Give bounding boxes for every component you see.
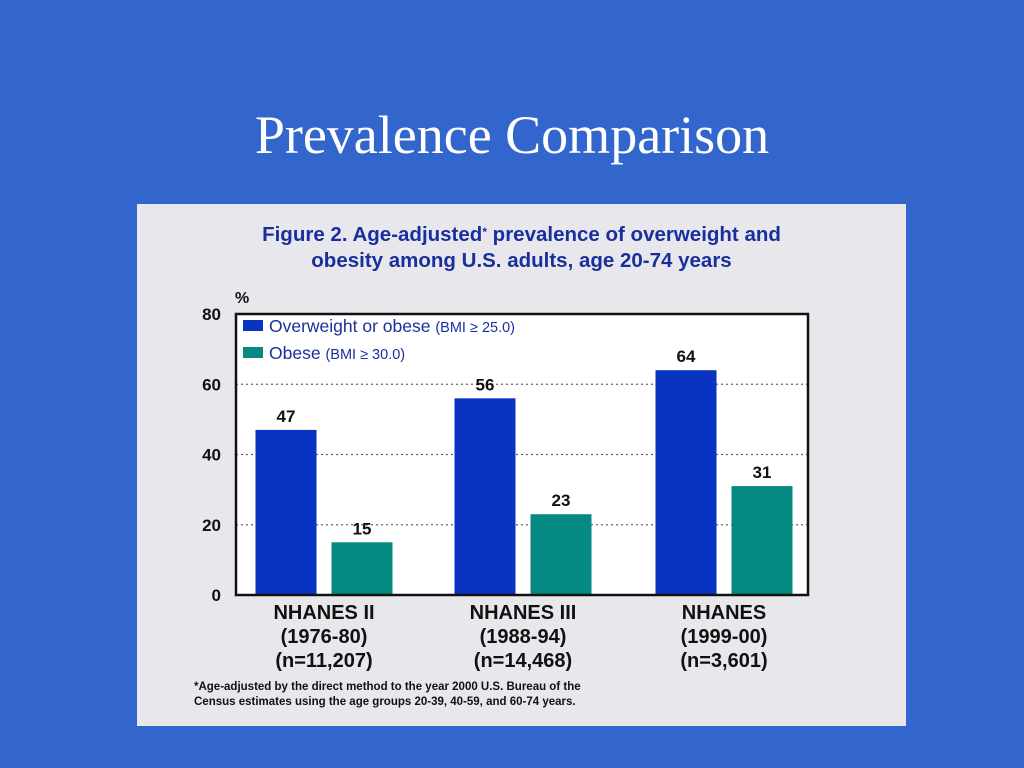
legend-entry: Obese (BMI ≥ 30.0) <box>269 343 405 363</box>
bar-overweight <box>655 370 717 595</box>
legend-entry: Overweight or obese (BMI ≥ 25.0) <box>269 316 515 336</box>
bar-overweight <box>255 429 317 595</box>
footnote: *Age-adjusted by the direct method to th… <box>194 680 894 710</box>
figure-panel: Figure 2. Age-adjusted* prevalence of ov… <box>137 204 906 726</box>
y-tick-label: 0 <box>212 586 221 605</box>
legend-series-qualifier: (BMI ≥ 30.0) <box>325 347 405 363</box>
x-category-label: NHANES III <box>470 602 577 624</box>
bar-chart: 0 20 40 60 80% 47 56 64 15 23 31 Overweight or obes… <box>202 290 810 672</box>
data-label: 31 <box>753 463 772 482</box>
legend-series-name: Obese <box>269 343 325 363</box>
y-tick-label: 40 <box>202 446 221 465</box>
figure-title: Figure 2. Age-adjusted* prevalence of ov… <box>137 222 906 274</box>
footnote-line2: Census estimates using the age groups 20… <box>194 696 576 708</box>
x-category-label: (n=14,468) <box>474 650 572 672</box>
plot-frame <box>234 312 810 597</box>
data-label: 23 <box>552 491 571 510</box>
x-category-label: (1999-00) <box>681 626 768 648</box>
slide-title: Prevalence Comparison <box>254 105 770 165</box>
legend-series-qualifier: (BMI ≥ 25.0) <box>435 320 515 336</box>
legend-series-name: Overweight or obese <box>269 316 435 336</box>
footnote-line1: *Age-adjusted by the direct method to th… <box>194 681 581 693</box>
bar-obese <box>731 486 793 595</box>
bar-obese <box>530 514 592 595</box>
figure-title-line1: Figure 2. Age-adjusted* prevalence of ov… <box>137 222 906 248</box>
x-category-label: (n=11,207) <box>275 650 372 672</box>
y-tick-label: 60 <box>202 375 221 394</box>
y-tick-label: 80 <box>202 305 221 324</box>
y-tick-label: 20 <box>202 516 221 535</box>
x-category-label: NHANES II <box>273 602 374 624</box>
figure-title-line2: obesity among U.S. adults, age 20-74 yea… <box>311 249 732 272</box>
x-category-label: (1976-80) <box>281 626 368 648</box>
data-label: 47 <box>277 407 296 426</box>
x-category-label: NHANES <box>682 602 766 624</box>
footnote-mark: * <box>482 225 487 239</box>
y-axis-label: % <box>235 290 249 307</box>
bar-overweight <box>454 398 516 595</box>
data-label: 15 <box>353 519 372 538</box>
figure-title-line1-post: prevalence of overweight and <box>486 223 781 246</box>
figure-title-line1-pre: Figure 2. Age-adjusted <box>262 223 483 246</box>
legend-swatch <box>243 347 263 358</box>
bar-obese <box>331 542 393 595</box>
x-category-label: (n=3,601) <box>680 650 767 672</box>
data-label: 64 <box>677 347 696 366</box>
x-category-label: (1988-94) <box>480 626 567 648</box>
data-label: 56 <box>476 375 495 394</box>
legend-swatch <box>243 320 263 331</box>
